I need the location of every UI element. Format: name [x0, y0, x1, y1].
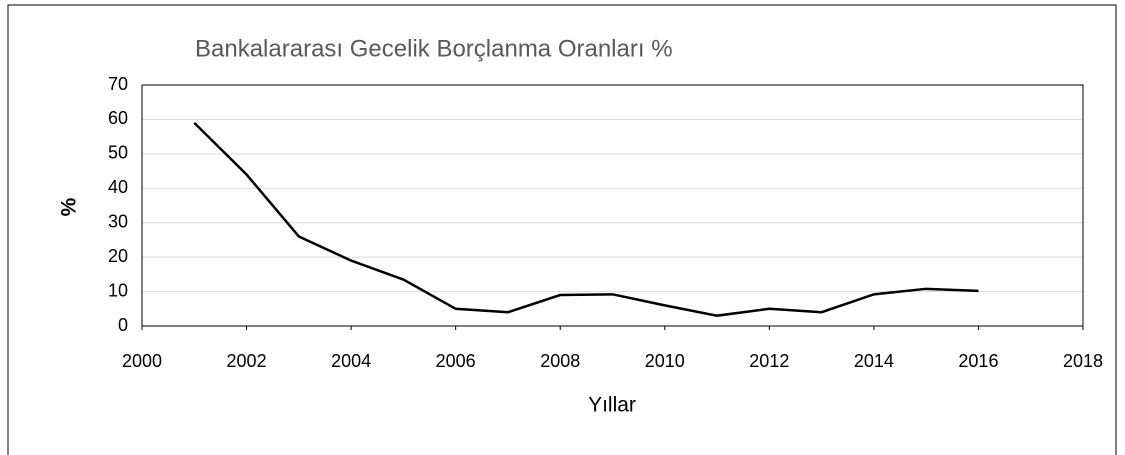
y-tick-label: 30	[108, 211, 128, 231]
y-tick-label: 20	[108, 246, 128, 266]
y-tick-label: 70	[108, 74, 128, 94]
y-tick-label: 40	[108, 177, 128, 197]
x-tick-label: 2008	[540, 351, 580, 371]
y-tick-label: 0	[118, 315, 128, 335]
y-tick-label: 50	[108, 143, 128, 163]
data-line	[193, 121, 979, 317]
x-tick-label: 2010	[645, 351, 685, 371]
y-tick-label: 60	[108, 108, 128, 128]
chart-frame	[7, 4, 1117, 455]
chart-title: Bankalararası Gecelik Borçlanma Oranları…	[195, 35, 673, 62]
x-tick-label: 2000	[122, 351, 162, 371]
x-tick-label: 2004	[331, 351, 371, 371]
x-tick-label: 2018	[1063, 351, 1103, 371]
plot-border	[141, 84, 1084, 327]
x-axis-label: Yıllar	[588, 394, 636, 417]
x-tick-label: 2002	[227, 351, 267, 371]
x-tick-label: 2014	[854, 351, 894, 371]
x-tick-label: 2016	[958, 351, 998, 371]
x-tick-label: 2006	[436, 351, 476, 371]
y-axis-label: %	[58, 197, 81, 216]
x-tick-label: 2012	[749, 351, 789, 371]
y-tick-label: 10	[108, 280, 128, 300]
